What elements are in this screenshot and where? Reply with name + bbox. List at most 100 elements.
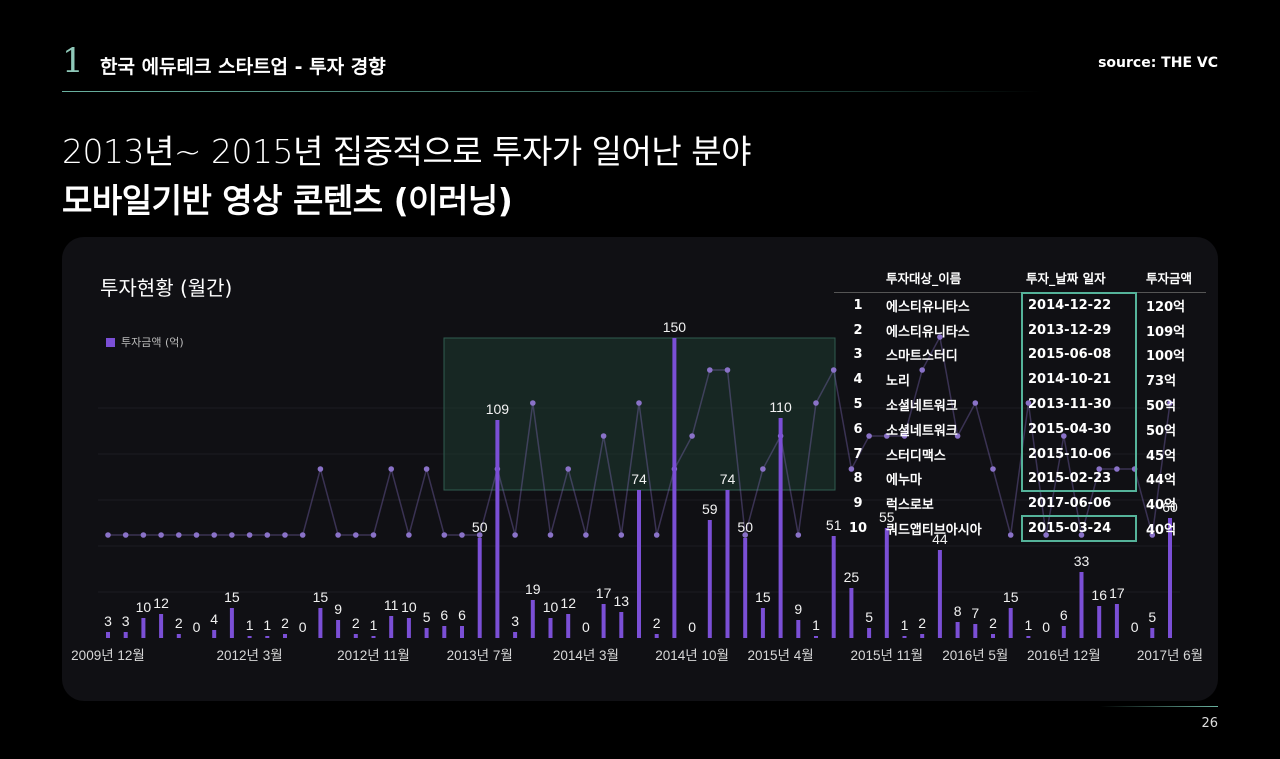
bar-value-label: 15 [313,589,329,605]
trend-point [547,532,554,538]
bar-value-label: 60 [1162,499,1178,515]
bar-value-label: 15 [755,589,771,605]
bar [920,634,925,638]
bar-value-label: 5 [423,609,431,625]
bar [991,634,995,638]
bar-value-label: 15 [224,589,240,605]
legend-swatch [106,337,115,347]
trend-point [707,367,713,373]
bar-value-label: 10 [543,599,559,615]
bar-value-label: 7 [971,605,979,621]
row-amount: 40억 [1146,498,1177,514]
row-name: 노리 [886,374,910,390]
trend-point [884,433,890,439]
bar-value-label: 3 [511,613,519,629]
bar-value-label: 16 [1091,587,1107,603]
trend-point [1114,466,1120,472]
bar [336,620,341,638]
row-rank: 3 [853,347,863,363]
row-name: 소셜네트워크 [886,399,958,415]
bar [814,636,818,638]
trend-point [246,532,253,538]
trend-point [795,532,802,538]
trend-point [583,532,589,538]
bar-value-label: 74 [720,471,736,487]
bar [353,634,358,638]
bar-value-label: 1 [812,617,820,633]
row-rank: 7 [853,446,863,462]
bar [902,636,907,638]
trend-point [299,532,306,538]
bar [637,490,641,638]
chart-legend: 투자금액 (억) [106,334,184,350]
source-label: source: THE VC [1098,55,1218,71]
bar [955,622,960,638]
bar [477,538,482,638]
trend-point [636,400,642,406]
row-amount: 50억 [1146,423,1177,439]
x-tick-label: 2015년 4월 [748,648,814,663]
trend-point [600,433,607,439]
bar [725,490,730,638]
bar-value-label: 15 [1003,589,1019,605]
trend-point [618,532,625,538]
trend-point [530,400,536,406]
trend-point [990,466,996,472]
bar [229,608,234,638]
x-tick-label: 2014년 3월 [553,648,619,663]
bar-value-label: 0 [1042,619,1050,635]
bar [247,636,252,638]
bar-value-label: 1 [901,617,909,633]
bar [389,616,394,638]
bar-value-label: 17 [596,585,612,601]
bar [672,338,677,638]
bar [371,636,376,638]
row-date: 2015-02-23 [1028,471,1112,487]
trend-point [742,532,748,538]
row-name: 스마트스터디 [886,349,958,365]
trend-point [158,532,164,538]
row-date: 2015-10-06 [1028,446,1112,462]
bar-value-label: 13 [614,593,630,609]
page-number: 26 [1201,716,1218,731]
bar-value-label: 9 [334,601,342,617]
bar-value-label: 25 [844,569,860,585]
trend-point [176,532,182,538]
trend-point [1043,532,1049,538]
row-amount: 120억 [1146,299,1186,315]
row-name: 소셜네트워크 [886,423,958,439]
bar [530,600,535,638]
bar [1008,608,1013,638]
bar-value-label: 0 [582,619,590,635]
bar-value-label: 1 [370,617,378,633]
table-row: 5 소셜네트워크 2013-11-30 50억 [834,392,1206,417]
bar [973,624,978,638]
trend-point [866,433,872,439]
bar-value-label: 0 [193,619,201,635]
headline-line-2: 모바일기반 영상 콘텐츠 (이러닝) [62,181,513,220]
bar [159,614,164,638]
row-rank: 10 [848,521,868,537]
x-tick-label: 2009년 12월 [71,648,145,663]
table-header-date: 투자_날짜 일자 [1022,262,1142,293]
row-amount: 109억 [1146,324,1186,340]
x-tick-label: 2017년 6월 [1137,648,1203,663]
table-row: 3 스마트스터디 2015-06-08 100억 [834,343,1206,368]
row-amount: 50억 [1146,399,1177,415]
trend-point [954,433,961,439]
bar [1150,628,1155,638]
trend-point [317,466,324,472]
row-rank: 6 [853,421,863,437]
bar [778,418,783,638]
table-row: 1 에스티유니타스 2014-12-22 120억 [834,293,1206,318]
trend-point [972,400,979,406]
x-tick-label: 2016년 5월 [942,648,1008,663]
bar [141,618,146,638]
bar [1061,626,1066,638]
row-amount: 40억 [1146,523,1177,539]
bar-value-label: 6 [458,607,466,623]
bar [743,538,748,638]
bar [831,536,836,638]
row-rank: 8 [853,471,863,487]
trend-point [140,532,147,538]
